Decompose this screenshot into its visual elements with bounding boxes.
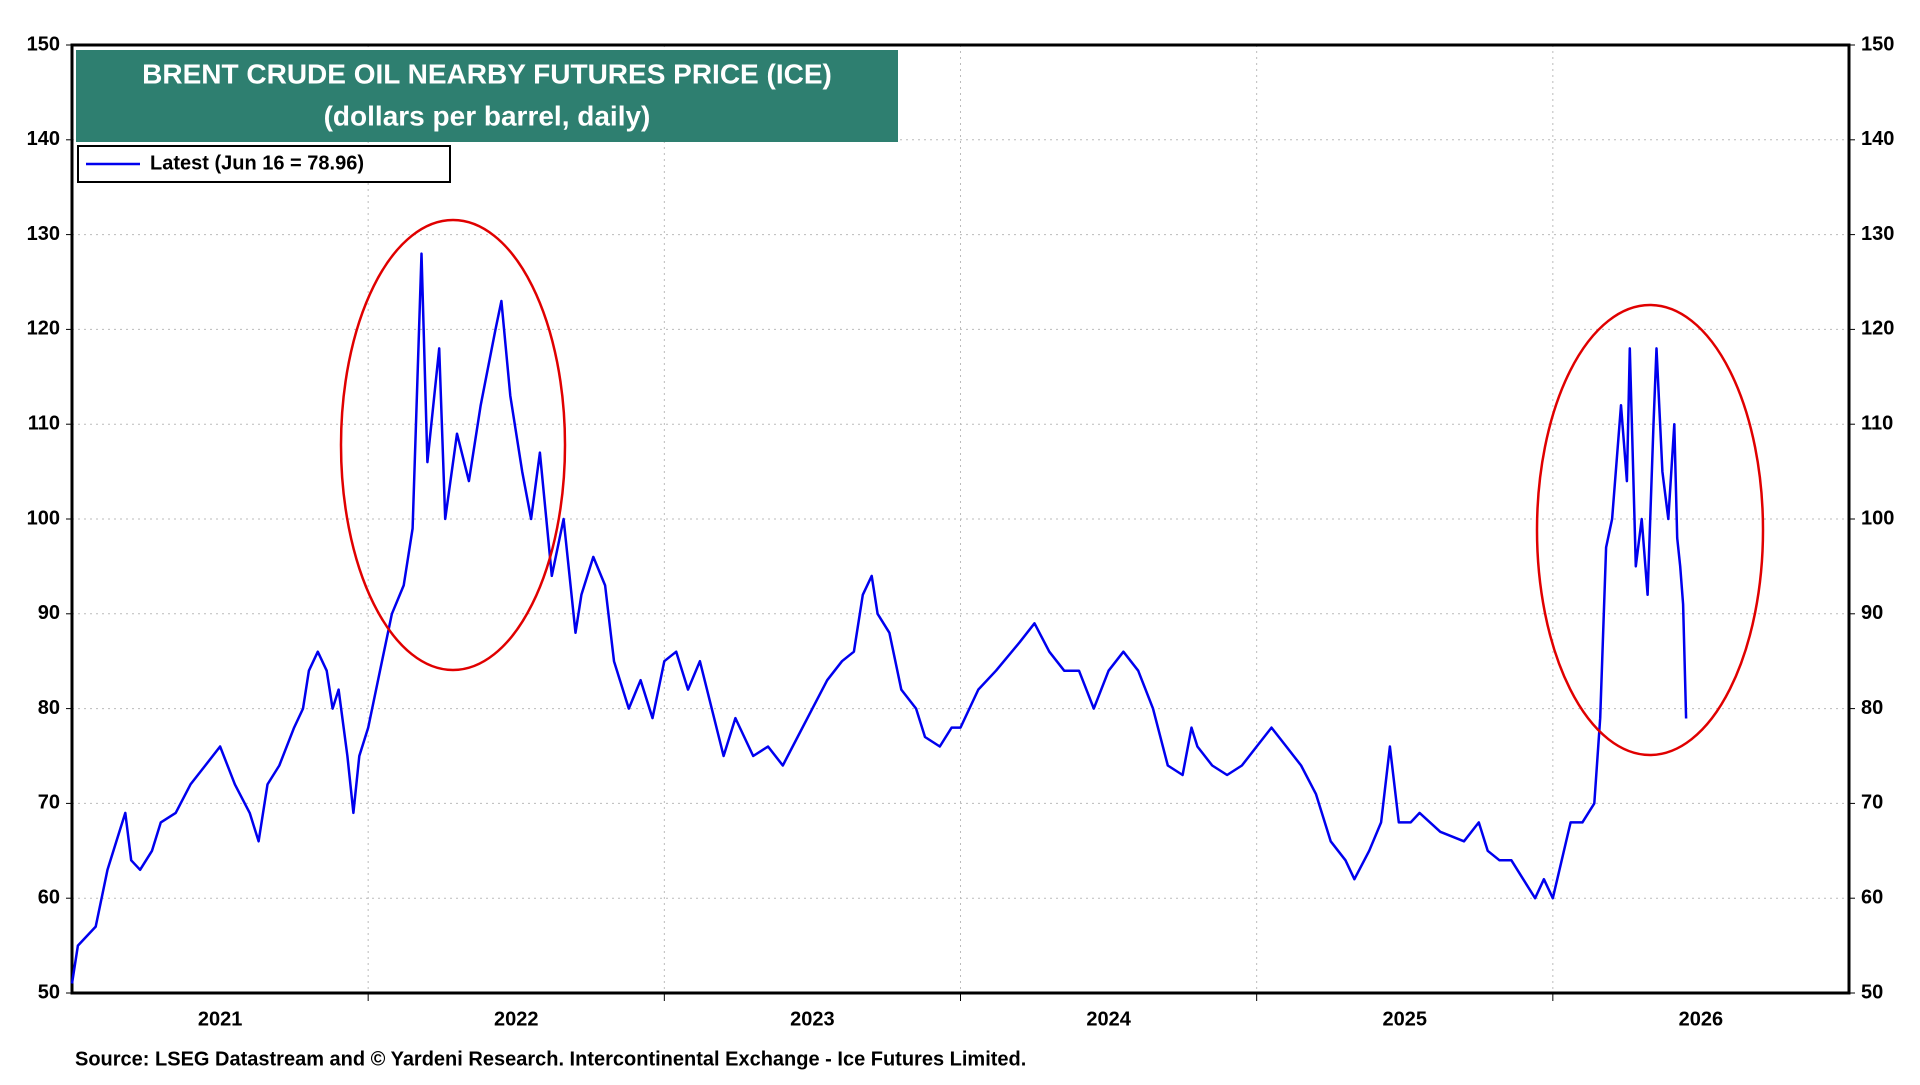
y2-tick-label: 130 [1861, 223, 1894, 245]
y-tick-label: 120 [27, 318, 60, 340]
y-tick-label: 150 [27, 33, 60, 55]
y-tick-label: 90 [38, 602, 60, 624]
y-tick-label: 70 [38, 792, 60, 814]
title-box [76, 50, 898, 142]
y-tick-label: 60 [38, 886, 60, 908]
y2-tick-label: 140 [1861, 128, 1894, 150]
y-tick-label: 80 [38, 697, 60, 719]
highlight-ellipse [339, 218, 567, 672]
y2-tick-label: 120 [1861, 318, 1894, 340]
x-tick-label: 2026 [1679, 1008, 1724, 1030]
y2-tick-label: 70 [1861, 792, 1883, 814]
x-tick-label: 2023 [790, 1008, 835, 1030]
y-tick-label: 50 [38, 981, 60, 1003]
legend-label: Latest (Jun 16 = 78.96) [150, 152, 364, 174]
x-tick-label: 2025 [1383, 1008, 1428, 1030]
y-tick-label: 110 [28, 412, 60, 434]
y2-tick-label: 90 [1861, 602, 1883, 624]
y2-tick-label: 60 [1861, 886, 1883, 908]
x-tick-label: 2021 [198, 1008, 243, 1030]
x-tick-label: 2024 [1086, 1008, 1131, 1030]
price-line [70, 252, 1688, 984]
y2-tick-label: 80 [1861, 697, 1883, 719]
chart-title: BRENT CRUDE OIL NEARBY FUTURES PRICE (IC… [142, 58, 832, 89]
y-tick-label: 140 [27, 128, 60, 150]
y2-tick-label: 110 [1861, 412, 1893, 434]
y-tick-label: 100 [27, 507, 60, 529]
y2-tick-label: 150 [1861, 33, 1894, 55]
y-tick-label: 130 [27, 223, 60, 245]
chart-subtitle: (dollars per barrel, daily) [324, 100, 651, 131]
y2-tick-label: 100 [1861, 507, 1894, 529]
highlight-ellipse [1535, 303, 1765, 757]
y2-tick-label: 50 [1861, 981, 1883, 1003]
source-note: Source: LSEG Datastream and © Yardeni Re… [75, 1048, 1026, 1070]
x-tick-label: 2022 [494, 1008, 539, 1030]
